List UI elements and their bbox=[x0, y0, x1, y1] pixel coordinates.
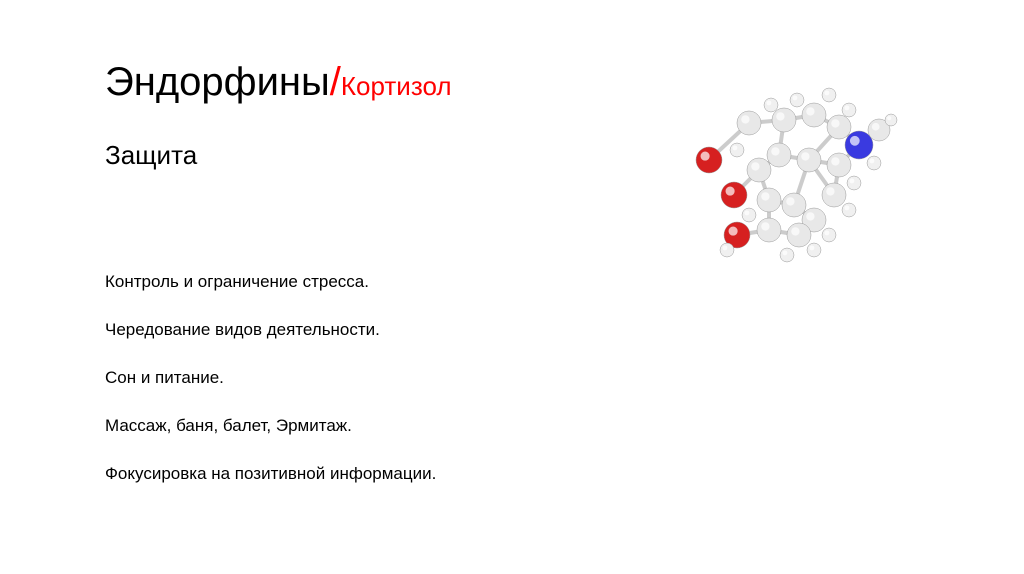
title-sub: Кортизол bbox=[341, 71, 452, 101]
title-main: Эндорфины bbox=[105, 60, 330, 104]
list-item: Массаж, баня, балет, Эрмитаж. bbox=[105, 415, 924, 437]
molecule-svg bbox=[679, 65, 909, 285]
list-item: Фокусировка на позитивной информации. bbox=[105, 463, 924, 485]
list-item: Сон и питание. bbox=[105, 367, 924, 389]
title-separator: / bbox=[330, 60, 341, 104]
bullet-list: Контроль и ограничение стресса. Чередова… bbox=[105, 271, 924, 485]
list-item: Чередование видов деятельности. bbox=[105, 319, 924, 341]
molecule-diagram bbox=[679, 65, 909, 285]
slide-content: Эндорфины/Кортизол Защита Контроль и огр… bbox=[0, 0, 1024, 574]
